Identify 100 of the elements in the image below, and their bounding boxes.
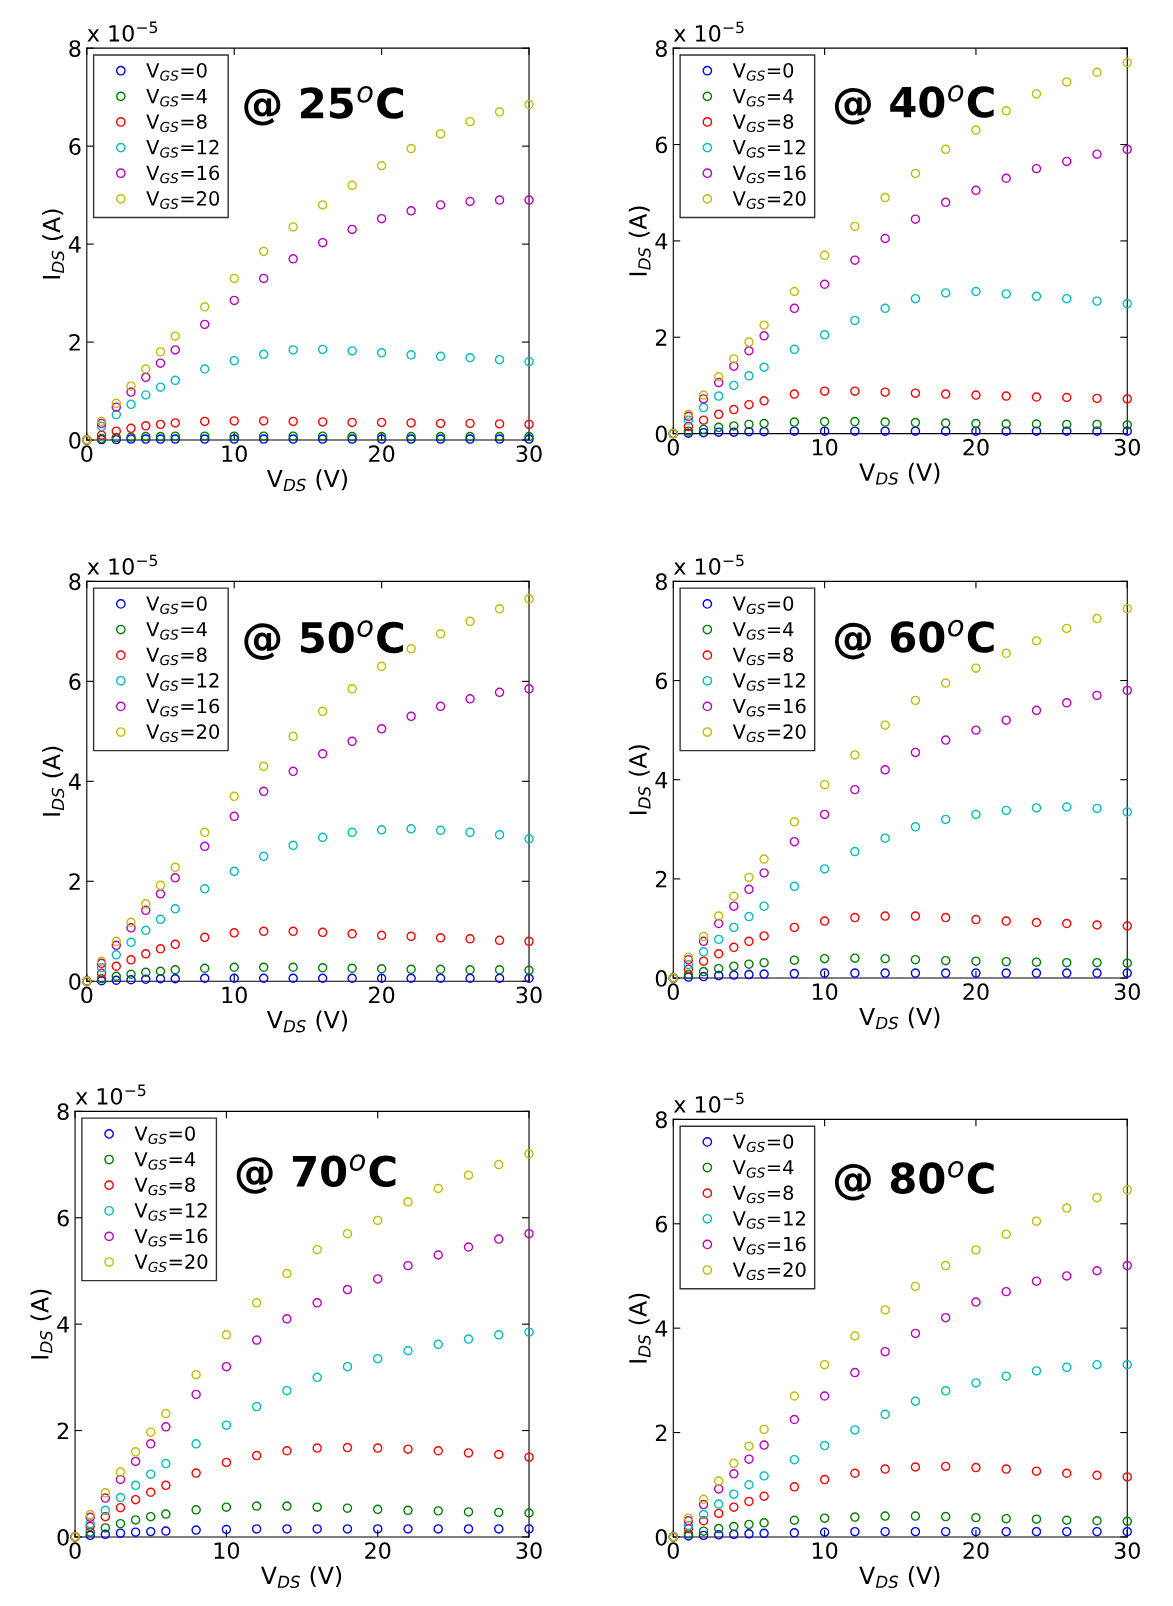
legend-label: V$_{GS}$=16 (732, 165, 806, 184)
legend-label: V$_{GS}$=4 (732, 1160, 794, 1178)
y-axis-title: I$_{DS}$ (A) (628, 1293, 651, 1363)
y-tick-label: 4 (68, 236, 81, 253)
x-axis-title: V$_{DS}$ (V) (266, 1010, 347, 1033)
text: x 10$^{−5}$ (673, 554, 744, 575)
text: x 10$^{−5}$ (87, 21, 158, 42)
legend-label: V$_{GS}$=0 (732, 596, 794, 614)
legend-label: V$_{GS}$=8 (134, 1177, 195, 1196)
y-tick-label: 6 (69, 673, 81, 691)
y-tick-label: 0 (655, 970, 667, 987)
x-tick-label: 0 (81, 986, 93, 1004)
x-axis-title: V$_{DS}$ (V) (859, 1566, 940, 1589)
x-tick-label: 0 (81, 445, 93, 463)
legend-label: V$_{GS}$=0 (732, 1134, 794, 1152)
x-tick-label: 30 (1114, 1542, 1140, 1559)
text: x 10$^{−5}$ (87, 554, 158, 575)
legend-label: V$_{GS}$=16 (146, 165, 220, 184)
x-tick-label: 10 (812, 438, 838, 456)
y-axis-title: I$_{DS}$ (A) (628, 745, 651, 814)
annotation: @ 70$^{o}$C (236, 1154, 396, 1194)
y-axis-title: I$_{DS}$ (A) (42, 209, 65, 279)
annotation: @ 25$^{o}$C (244, 85, 404, 126)
legend-label: V$_{GS}$=20 (732, 1262, 806, 1281)
y-tick-label: 6 (69, 138, 81, 155)
legend-label: V$_{GS}$=4 (146, 622, 207, 640)
y-tick-label: 2 (57, 1422, 68, 1439)
x-tick-label: 0 (667, 438, 679, 456)
x-tick-label: 20 (369, 445, 395, 463)
legend-label: V$_{GS}$=16 (134, 1228, 208, 1247)
y-tick-label: 4 (655, 1320, 668, 1337)
legend-label: V$_{GS}$=4 (732, 622, 794, 640)
y-tick-label: 2 (655, 1424, 667, 1441)
y-axis-title: I$_{DS}$ (A) (628, 206, 651, 276)
y-tick-label: 4 (655, 771, 668, 789)
legend-label: V$_{GS}$=12 (134, 1203, 207, 1221)
x-axis-title: V$_{DS}$ (V) (859, 1007, 940, 1030)
annotation: @ 40$^{o}$C (834, 84, 994, 125)
x-tick-label: 30 (516, 1542, 542, 1559)
x-tick-label: 30 (516, 445, 542, 463)
x-tick-label: 30 (1114, 438, 1140, 456)
y-tick-label: 4 (655, 233, 668, 250)
legend-label: V$_{GS}$=12 (732, 673, 805, 691)
x-tick-label: 10 (222, 986, 247, 1004)
legend-label: V$_{GS}$=4 (146, 88, 207, 107)
y-tick-label: 6 (655, 136, 668, 154)
text: x 10$^{−5}$ (75, 1084, 146, 1105)
y-tick-label: 8 (655, 573, 667, 591)
annotation: @ 80$^{o}$C (834, 1161, 994, 1201)
legend-label: V$_{GS}$=0 (146, 62, 207, 81)
y-tick-label: 4 (57, 1316, 69, 1333)
text: x 10$^{−5}$ (673, 1092, 744, 1113)
x-tick-label: 20 (365, 1542, 391, 1559)
legend-label: V$_{GS}$=20 (134, 1254, 208, 1273)
y-tick-label: 6 (655, 1215, 668, 1233)
x-tick-label: 20 (963, 983, 989, 1001)
text: x 10$^{−5}$ (673, 21, 744, 42)
legend-label: V$_{GS}$=0 (134, 1126, 195, 1144)
x-tick-label: 10 (812, 1542, 838, 1559)
annotation: @ 50$^{o}$C (244, 620, 404, 660)
legend-label: V$_{GS}$=20 (732, 724, 806, 743)
x-tick-label: 0 (667, 1542, 679, 1559)
legend-label: V$_{GS}$=12 (732, 139, 805, 158)
legend-label: V$_{GS}$=20 (146, 724, 220, 743)
x-tick-label: 30 (516, 986, 542, 1004)
legend-label: V$_{GS}$=4 (134, 1152, 196, 1170)
legend-label: V$_{GS}$=8 (732, 1185, 794, 1204)
x-axis-title: V$_{DS}$ (V) (261, 1566, 342, 1589)
x-axis-title: V$_{DS}$ (V) (859, 462, 940, 485)
y-tick-label: 2 (655, 329, 667, 346)
y-tick-label: 4 (68, 773, 81, 790)
legend-label: V$_{GS}$=4 (732, 88, 794, 107)
y-tick-label: 8 (655, 1111, 667, 1129)
legend-label: V$_{GS}$=0 (146, 596, 207, 614)
legend-label: V$_{GS}$=20 (732, 191, 806, 209)
x-tick-label: 30 (1114, 983, 1140, 1001)
y-tick-label: 2 (69, 873, 80, 890)
legend-label: V$_{GS}$=0 (732, 62, 794, 81)
y-tick-label: 8 (69, 573, 81, 591)
legend-label: V$_{GS}$=12 (146, 673, 219, 691)
legend-label: V$_{GS}$=16 (732, 1236, 806, 1255)
legend-label: V$_{GS}$=12 (732, 1211, 805, 1229)
legend-label: V$_{GS}$=8 (732, 114, 794, 133)
y-tick-label: 0 (57, 1528, 69, 1546)
x-axis-title: V$_{DS}$ (V) (266, 469, 347, 492)
y-axis-title: I$_{DS}$ (A) (30, 1289, 53, 1359)
y-tick-label: 2 (655, 870, 667, 888)
y-axis-title: I$_{DS}$ (A) (42, 746, 65, 816)
x-tick-label: 10 (812, 983, 838, 1001)
legend-label: V$_{GS}$=20 (146, 191, 220, 209)
legend-label: V$_{GS}$=8 (146, 647, 207, 666)
x-tick-label: 10 (214, 1542, 240, 1559)
y-tick-label: 8 (69, 40, 81, 57)
y-tick-label: 2 (69, 334, 80, 351)
y-tick-label: 6 (655, 672, 668, 690)
x-tick-label: 0 (667, 983, 679, 1001)
legend-label: V$_{GS}$=16 (146, 698, 220, 717)
y-tick-label: 0 (655, 425, 667, 443)
x-tick-label: 20 (369, 986, 395, 1004)
y-tick-label: 8 (57, 1103, 69, 1121)
